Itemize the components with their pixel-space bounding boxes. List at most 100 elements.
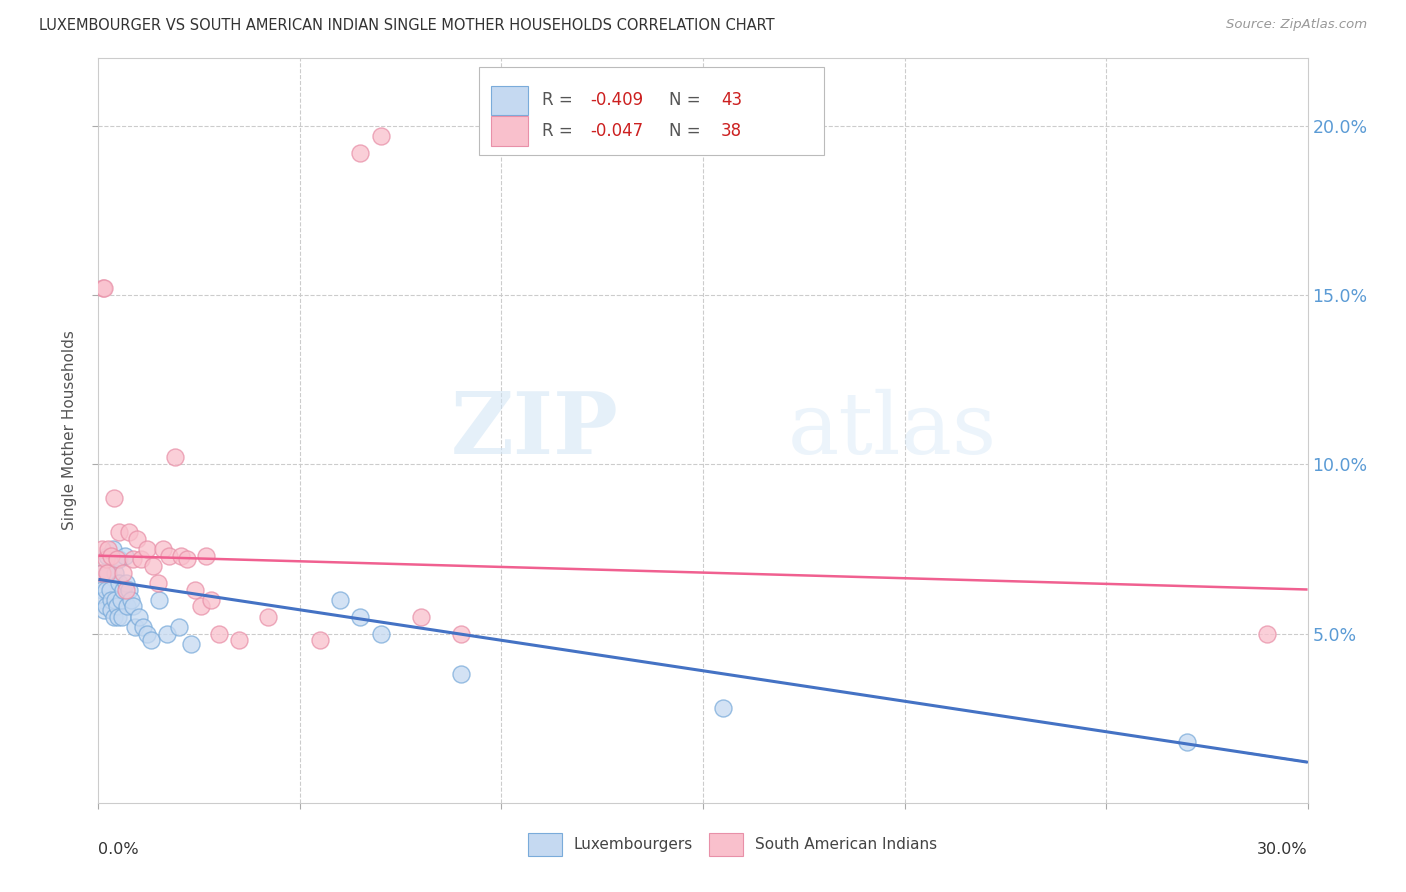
Text: LUXEMBOURGER VS SOUTH AMERICAN INDIAN SINGLE MOTHER HOUSEHOLDS CORRELATION CHART: LUXEMBOURGER VS SOUTH AMERICAN INDIAN SI…	[39, 18, 775, 33]
Point	[139, 633, 162, 648]
Point	[90, 541, 112, 556]
Point	[100, 603, 122, 617]
Point	[97, 566, 120, 580]
Point	[114, 575, 136, 590]
Point	[105, 599, 128, 614]
Point	[167, 620, 190, 634]
FancyBboxPatch shape	[479, 67, 824, 155]
Point	[114, 549, 136, 563]
Point	[105, 552, 128, 566]
Point	[163, 450, 186, 465]
Point	[142, 558, 165, 573]
Point	[129, 552, 152, 566]
Point	[91, 566, 114, 580]
Bar	[709, 832, 742, 856]
Point	[132, 620, 155, 634]
Point	[120, 592, 142, 607]
Point	[195, 549, 218, 563]
Point	[124, 620, 146, 634]
Point	[409, 609, 432, 624]
Point	[108, 575, 131, 590]
Text: -0.409: -0.409	[591, 92, 644, 110]
Point	[91, 582, 114, 597]
Point	[309, 633, 332, 648]
Point	[450, 667, 472, 681]
Point	[450, 626, 472, 640]
Point	[103, 566, 125, 580]
Point	[200, 592, 222, 607]
Point	[152, 541, 174, 556]
Point	[146, 575, 169, 590]
Point	[93, 281, 115, 295]
Point	[115, 599, 138, 614]
Point	[94, 552, 117, 566]
Text: 43: 43	[721, 92, 742, 110]
Point	[91, 281, 114, 295]
Point	[111, 566, 134, 580]
Point	[121, 552, 143, 566]
Point	[349, 609, 371, 624]
Point	[176, 552, 198, 566]
Point	[96, 599, 118, 614]
Text: 0.0%: 0.0%	[98, 842, 139, 856]
Point	[184, 582, 207, 597]
Text: 38: 38	[721, 122, 742, 140]
Point	[1175, 735, 1198, 749]
Point	[118, 524, 141, 539]
Bar	[492, 86, 527, 115]
Point	[135, 541, 157, 556]
Point	[104, 592, 127, 607]
Text: South American Indians: South American Indians	[755, 837, 938, 852]
Point	[128, 609, 150, 624]
Point	[180, 637, 202, 651]
Y-axis label: Single Mother Households: Single Mother Households	[62, 330, 77, 531]
Text: R =: R =	[543, 122, 578, 140]
Point	[148, 592, 170, 607]
Text: N =: N =	[669, 122, 706, 140]
Point	[111, 609, 134, 624]
Point	[107, 609, 129, 624]
Point	[121, 599, 143, 614]
Point	[98, 582, 121, 597]
Point	[96, 566, 118, 580]
Point	[190, 599, 212, 614]
Point	[329, 592, 352, 607]
Point	[349, 145, 371, 160]
Point	[94, 582, 117, 597]
Text: ZIP: ZIP	[450, 388, 619, 473]
Text: atlas: atlas	[787, 389, 997, 472]
Point	[256, 609, 278, 624]
Point	[157, 549, 180, 563]
Point	[90, 566, 112, 580]
Point	[93, 603, 115, 617]
Point	[170, 549, 193, 563]
Point	[711, 701, 734, 715]
Point	[135, 626, 157, 640]
Point	[96, 549, 118, 563]
Text: 30.0%: 30.0%	[1257, 842, 1308, 856]
Text: Luxembourgers: Luxembourgers	[574, 837, 693, 852]
Point	[91, 592, 114, 607]
Point	[110, 592, 132, 607]
Text: N =: N =	[669, 92, 706, 110]
Point	[208, 626, 231, 640]
Point	[103, 609, 125, 624]
Bar	[527, 832, 561, 856]
Point	[370, 626, 392, 640]
Point	[103, 491, 125, 505]
Text: R =: R =	[543, 92, 578, 110]
Point	[100, 592, 122, 607]
Point	[370, 128, 392, 143]
Point	[107, 552, 129, 566]
Point	[114, 582, 136, 597]
Point	[118, 582, 141, 597]
Point	[156, 626, 179, 640]
Point	[228, 633, 250, 648]
Text: Source: ZipAtlas.com: Source: ZipAtlas.com	[1226, 18, 1367, 31]
Point	[108, 524, 131, 539]
Point	[101, 541, 124, 556]
Text: -0.047: -0.047	[591, 122, 644, 140]
Point	[1256, 626, 1278, 640]
Point	[97, 541, 120, 556]
Point	[100, 549, 122, 563]
